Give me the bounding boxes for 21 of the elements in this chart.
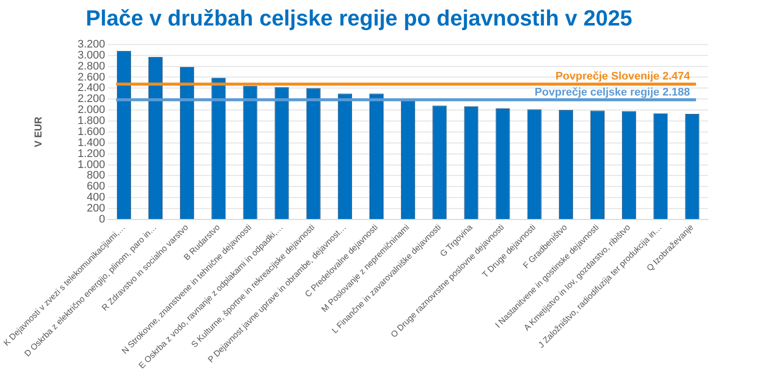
- y-tick-label: 1.800: [78, 115, 106, 128]
- y-tick-label: 3.000: [78, 49, 106, 62]
- y-tick-label: 3.200: [78, 38, 106, 50]
- y-tick-label: 2.600: [78, 71, 106, 84]
- ref-line-label: Povprečje Slovenije 2.474: [555, 70, 691, 83]
- y-tick-label: 200: [86, 202, 106, 215]
- y-tick-label: 400: [86, 192, 106, 204]
- y-tick-label: 2.000: [78, 104, 106, 116]
- y-tick-label: 2.200: [78, 93, 106, 106]
- y-tick-label: 1.000: [78, 158, 106, 171]
- y-tick-label: 600: [86, 180, 106, 193]
- y-tick-label: 1.600: [78, 126, 106, 138]
- y-tick-label: 2.800: [78, 60, 106, 72]
- y-tick-label: 0: [99, 214, 106, 226]
- y-tick-label: 1.200: [78, 148, 106, 160]
- ref-line-label: Povprečje celjske regije 2.188: [534, 86, 690, 98]
- y-tick-label: 1.400: [78, 136, 106, 149]
- chart-title: Plače v družbah celjske regije po dejavnostih v 2025: [86, 5, 632, 30]
- y-tick-label: 800: [86, 170, 106, 182]
- y-axis-title: V EUR: [33, 116, 44, 148]
- y-tick-label: 2.400: [78, 82, 106, 94]
